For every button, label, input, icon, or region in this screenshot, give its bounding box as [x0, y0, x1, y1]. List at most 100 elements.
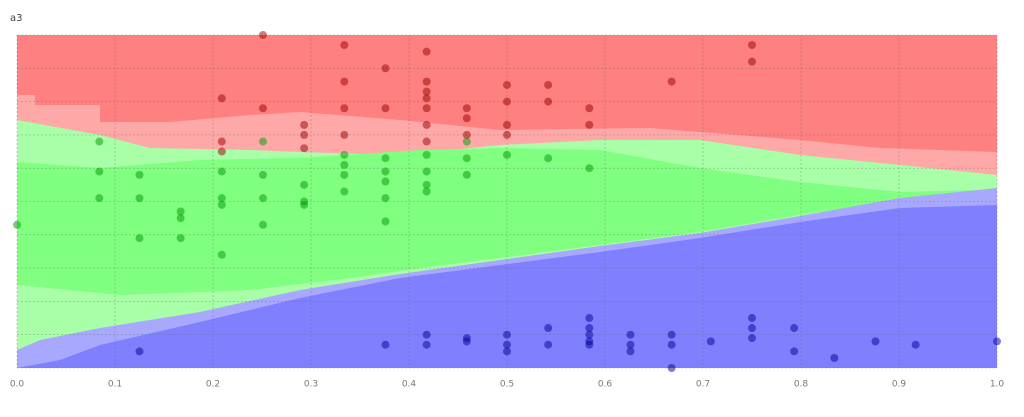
data-point	[381, 177, 390, 186]
data-point	[217, 200, 226, 209]
data-point	[422, 87, 431, 96]
data-point	[340, 77, 349, 86]
data-point	[135, 347, 144, 356]
data-point	[422, 120, 431, 129]
data-point	[503, 347, 511, 356]
x-tick-label: 0.2	[206, 380, 220, 390]
data-point	[667, 364, 676, 372]
data-point	[503, 150, 511, 159]
data-point	[176, 207, 185, 216]
data-point	[503, 340, 511, 349]
data-point	[503, 130, 511, 139]
data-point	[462, 114, 471, 123]
data-point	[340, 40, 349, 49]
data-point	[300, 120, 309, 129]
x-tick-label: 0.1	[108, 380, 122, 390]
data-point	[503, 97, 511, 106]
data-point	[462, 337, 471, 346]
data-point	[422, 47, 431, 56]
data-point	[503, 330, 511, 339]
data-point	[748, 314, 756, 323]
data-point	[300, 180, 309, 189]
data-point	[381, 104, 390, 113]
data-point	[585, 120, 594, 129]
x-tick-label: 0.9	[892, 380, 907, 390]
x-tick-label: 0.6	[598, 380, 613, 390]
x-tick-label: 0.8	[794, 380, 809, 390]
data-point	[667, 77, 676, 86]
data-point	[422, 77, 431, 86]
data-point	[871, 337, 880, 346]
data-point	[706, 337, 715, 346]
data-point	[135, 234, 144, 243]
x-tick-label: 1.0	[990, 380, 1005, 390]
data-point	[748, 40, 756, 49]
data-point	[176, 214, 185, 223]
data-point	[340, 130, 349, 139]
data-point	[585, 104, 594, 113]
data-point	[462, 104, 471, 113]
data-point	[258, 220, 267, 229]
data-point	[790, 347, 799, 356]
data-point	[176, 234, 185, 243]
data-point	[135, 170, 144, 179]
y-axis-label: a3	[10, 13, 23, 24]
data-point	[217, 167, 226, 176]
data-point	[258, 194, 267, 203]
data-point	[462, 130, 471, 139]
data-point	[422, 187, 431, 196]
data-point	[217, 147, 226, 156]
data-point	[422, 104, 431, 113]
data-point	[422, 94, 431, 103]
data-point	[300, 130, 309, 139]
data-point	[911, 340, 920, 349]
data-point	[667, 330, 676, 339]
data-point	[300, 200, 309, 209]
data-point	[585, 314, 594, 323]
data-point	[544, 324, 553, 333]
data-point	[300, 144, 309, 153]
data-point	[217, 250, 226, 259]
data-point	[381, 340, 390, 349]
data-point	[340, 150, 349, 159]
data-point	[422, 330, 431, 339]
data-point	[258, 104, 267, 113]
x-tick-label: 0.3	[304, 380, 318, 390]
data-point	[503, 120, 511, 129]
x-tick-label: 0.4	[402, 380, 417, 390]
data-point	[585, 340, 594, 349]
data-point	[381, 194, 390, 203]
data-point	[626, 340, 635, 349]
data-point	[258, 137, 267, 146]
data-point	[13, 220, 21, 229]
data-point	[748, 57, 756, 66]
data-point	[830, 354, 839, 363]
data-point	[381, 167, 390, 176]
data-point	[95, 137, 104, 146]
data-point	[422, 150, 431, 159]
data-point	[422, 180, 431, 189]
data-point	[217, 137, 226, 146]
data-point	[790, 324, 799, 333]
data-point	[340, 104, 349, 113]
data-point	[544, 154, 553, 163]
data-point	[585, 324, 594, 333]
data-point	[748, 324, 756, 333]
data-point	[422, 137, 431, 146]
data-point	[544, 80, 553, 89]
data-point	[667, 340, 676, 349]
data-point	[258, 170, 267, 179]
data-point	[993, 337, 1001, 346]
data-point	[626, 330, 635, 339]
data-point	[340, 187, 349, 196]
data-point	[585, 330, 594, 339]
data-point	[503, 80, 511, 89]
data-point	[340, 170, 349, 179]
data-point	[135, 194, 144, 203]
data-point	[258, 31, 267, 39]
x-tick-label: 0.5	[500, 380, 514, 390]
data-point	[381, 64, 390, 73]
data-point	[217, 194, 226, 203]
data-point	[748, 334, 756, 343]
